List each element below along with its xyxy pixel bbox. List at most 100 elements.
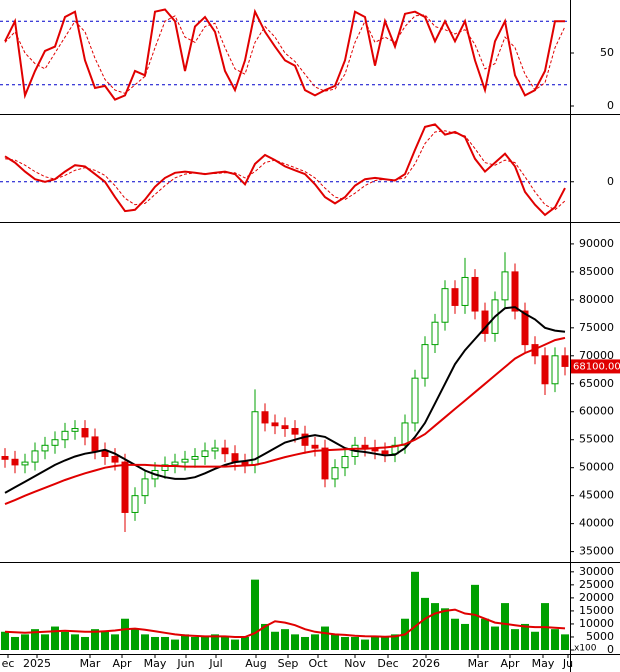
- volume-bar: [181, 634, 189, 650]
- candle-body: [421, 344, 429, 379]
- candle-body: [21, 461, 29, 466]
- panel: [1, 571, 569, 650]
- candle-body: [71, 428, 79, 432]
- x-tick-label: May: [144, 657, 167, 670]
- y-tick-label: 90000: [579, 237, 614, 250]
- volume-bar: [451, 618, 459, 650]
- candle-body: [91, 436, 99, 452]
- volume-bar: [251, 579, 259, 650]
- x-tick-label: Dec: [377, 657, 398, 670]
- volume-bar: [241, 636, 249, 650]
- volume-bar: [261, 623, 269, 650]
- volume-bar: [351, 636, 359, 650]
- candle-body: [301, 433, 309, 446]
- candle-body: [511, 271, 519, 312]
- y-tick-label: 0: [607, 643, 614, 656]
- x-tick-label: Oct: [308, 657, 328, 670]
- volume-bar: [231, 639, 239, 650]
- candle-body: [41, 444, 49, 452]
- volume-bar: [441, 608, 449, 650]
- x-tick-label: Sep: [278, 657, 299, 670]
- y-tick-label: 40000: [579, 517, 614, 530]
- candle-body: [451, 288, 459, 306]
- volume-bar: [171, 639, 179, 650]
- candle-body: [341, 455, 349, 469]
- x-tick-label: Apr: [500, 657, 520, 670]
- volume-bar: [511, 629, 519, 650]
- volume-bar: [101, 631, 109, 650]
- volume-bar: [131, 629, 139, 650]
- y-tick-label: 45000: [579, 489, 614, 502]
- volume-bar: [461, 623, 469, 650]
- candle-body: [161, 464, 169, 471]
- volume-bar: [361, 639, 369, 650]
- y-tick-label: 55000: [579, 433, 614, 446]
- candle-body: [281, 425, 289, 430]
- volume-bar: [371, 636, 379, 650]
- last-price-box: [571, 359, 620, 374]
- volume-bar: [551, 629, 559, 650]
- candle-body: [521, 310, 529, 346]
- candle-body: [191, 455, 199, 460]
- candle-body: [51, 439, 59, 446]
- volume-bar: [381, 636, 389, 650]
- volume-bar: [271, 631, 279, 650]
- y-tick-label: 15000: [579, 604, 614, 617]
- candle-body: [231, 453, 239, 463]
- candle-body: [201, 450, 209, 457]
- volume-bar: [141, 634, 149, 650]
- volume-bar: [431, 603, 439, 650]
- y-tick-label: 0: [607, 175, 614, 188]
- candle-body: [31, 450, 39, 463]
- volume-bar: [281, 629, 289, 650]
- volume-bar: [501, 603, 509, 650]
- candle-body: [291, 428, 299, 435]
- candle-body: [171, 461, 179, 466]
- x-tick-label: Ju: [562, 657, 573, 670]
- volume-bar: [61, 631, 69, 650]
- y-tick-label: 5000: [586, 630, 614, 643]
- candle-body: [561, 355, 569, 367]
- volume-bar: [151, 636, 159, 650]
- candle-body: [441, 288, 449, 323]
- candle-body: [181, 458, 189, 463]
- candle-body: [411, 377, 419, 424]
- candle-body: [11, 458, 19, 466]
- volume-bar: [201, 636, 209, 650]
- series-line: [4, 130, 566, 211]
- volume-bar: [81, 636, 89, 650]
- volume-bar: [391, 634, 399, 650]
- volume-bar: [421, 597, 429, 650]
- x-tick-label: Aug: [245, 657, 266, 670]
- candle-body: [61, 430, 69, 441]
- x-tick-label: May: [532, 657, 555, 670]
- candle-body: [321, 447, 329, 480]
- candle-body: [251, 411, 259, 466]
- volume-bar: [521, 623, 529, 650]
- y-tick-label: 85000: [579, 265, 614, 278]
- series-line: [4, 14, 566, 94]
- x-tick-label: 2026: [412, 657, 440, 670]
- volume-bar: [121, 618, 129, 650]
- y-tick-label: 70000: [579, 349, 614, 362]
- candle-body: [131, 495, 139, 513]
- volume-bar: [91, 629, 99, 650]
- series-line: [4, 608, 566, 638]
- x-tick-label: 2025: [23, 657, 51, 670]
- candle-body: [111, 455, 119, 463]
- volume-bar: [161, 636, 169, 650]
- volume-bar: [21, 634, 29, 650]
- volume-bar: [341, 636, 349, 650]
- y-tick-label: 10000: [579, 617, 614, 630]
- volume-bar: [111, 634, 119, 650]
- candle-body: [101, 450, 109, 457]
- volume-bar: [331, 634, 339, 650]
- panel: [1, 252, 569, 533]
- candle-body: [121, 461, 129, 513]
- y-tick-label: 60000: [579, 405, 614, 418]
- candle-body: [141, 478, 149, 497]
- volume-bar: [561, 634, 569, 650]
- y-tick-label: 30000: [579, 565, 614, 578]
- candle-body: [541, 355, 549, 385]
- candle-body: [1, 455, 9, 460]
